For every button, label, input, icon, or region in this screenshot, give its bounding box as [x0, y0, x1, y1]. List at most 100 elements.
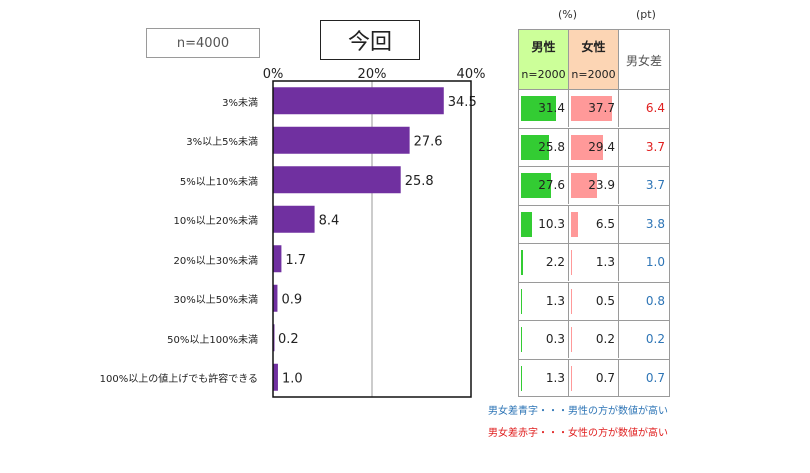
category-label-2: 5%以上10%未満 [179, 176, 258, 188]
sample-size-box: n=4000 [146, 28, 260, 58]
diff-value: 0.2 [645, 332, 665, 346]
plot-frame [272, 80, 472, 398]
note-red: 男女差赤字・・・女性の方が数値が高い [488, 428, 668, 439]
bar-value-label-3: 8.4 [319, 213, 340, 228]
x-tick-label-2: 40% [456, 67, 486, 82]
female-value: 0.7 [595, 370, 615, 385]
male-cell: 1.3 [519, 282, 569, 320]
male-cell: 2.2 [519, 244, 569, 281]
female-cell: 1.3 [569, 244, 619, 281]
male-minibar [521, 173, 552, 198]
male-value: 31.4 [538, 101, 565, 115]
female-minibar [571, 211, 579, 237]
bar-1 [273, 126, 410, 154]
diff-value: 3.7 [645, 178, 665, 192]
bar-7 [273, 363, 278, 391]
female-cell: 23.9 [569, 167, 619, 204]
male-cell: 0.3 [519, 321, 569, 358]
male-minibar [521, 211, 533, 237]
female-minibar [571, 96, 613, 121]
category-label-0: 3%未満 [222, 97, 258, 109]
female-cell: 0.2 [569, 321, 619, 358]
male-cell: 10.3 [519, 205, 569, 243]
category-label-4: 20%以上30%未満 [173, 255, 258, 267]
female-minibar [571, 173, 598, 198]
chart-title: 今回 [320, 20, 420, 60]
diff-value: 3.8 [645, 216, 665, 231]
bar-2 [273, 166, 401, 194]
bar-value-label-2: 25.8 [405, 174, 434, 189]
bar-0 [273, 87, 444, 115]
bar-value-label-6: 0.2 [278, 332, 299, 347]
female-value: 37.7 [588, 101, 615, 115]
male-cell: 25.8 [519, 128, 569, 166]
male-value: 27.6 [538, 178, 565, 192]
bar-value-label-4: 1.7 [285, 253, 306, 268]
table-row: 10.3 6.5 3.8 [519, 204, 669, 244]
table-row: 31.4 37.7 6.4 [519, 89, 669, 128]
female-minibar [571, 134, 604, 160]
female-value: 29.4 [588, 139, 615, 154]
female-value: 23.9 [588, 178, 615, 192]
female-value: 6.5 [595, 216, 615, 231]
gender-comparison-table: 男性 n=2000 女性 n=2000 男女差 31.4 37.7 6.4 25.8 2… [518, 29, 670, 397]
table-row: 1.3 0.7 0.7 [519, 358, 669, 398]
diff-cell: 0.7 [619, 360, 669, 397]
table-row: 1.3 0.5 0.8 [519, 281, 669, 321]
male-header: 男性 n=2000 [519, 30, 569, 90]
male-minibar [521, 288, 523, 314]
male-header-n: n=2000 [521, 68, 566, 81]
male-value: 25.8 [538, 139, 565, 154]
diff-cell: 1.0 [619, 244, 669, 281]
x-tick-label-1: 20% [357, 67, 387, 82]
female-value: 0.5 [595, 293, 615, 308]
diff-cell: 3.7 [619, 129, 669, 166]
male-value: 1.3 [545, 293, 565, 308]
female-header-label: 女性 [581, 40, 606, 54]
female-value: 1.3 [595, 255, 615, 269]
male-header-label: 男性 [531, 40, 556, 54]
category-label-7: 100%以上の値上げでも許容できる [99, 374, 258, 386]
table-row: 0.3 0.2 0.2 [519, 320, 669, 359]
male-cell: 1.3 [519, 359, 569, 397]
male-cell: 31.4 [519, 90, 569, 127]
female-cell: 37.7 [569, 90, 619, 127]
male-minibar [521, 96, 556, 121]
male-value: 0.3 [545, 332, 565, 346]
category-label-3: 10%以上20%未満 [173, 216, 258, 228]
diff-header: 男女差 [619, 30, 669, 90]
diff-value: 1.0 [645, 255, 665, 269]
table-row: 2.2 1.3 1.0 [519, 243, 669, 282]
female-cell: 0.7 [569, 359, 619, 397]
female-header: 女性 n=2000 [569, 30, 619, 90]
bar-4 [273, 245, 282, 273]
table-row: 27.6 23.9 3.7 [519, 166, 669, 205]
diff-cell: 3.7 [619, 167, 669, 204]
female-header-n: n=2000 [571, 68, 616, 81]
male-minibar [521, 250, 524, 275]
diff-header-label: 男女差 [625, 54, 662, 68]
female-cell: 0.5 [569, 282, 619, 320]
female-minibar [571, 250, 573, 275]
unit-percent: (%) [558, 8, 578, 21]
diff-value: 6.4 [645, 101, 665, 115]
x-tick-label-0: 0% [262, 67, 284, 82]
bar-3 [273, 205, 315, 233]
diff-cell: 0.8 [619, 283, 669, 320]
category-label-6: 50%以上100%未満 [167, 334, 258, 346]
male-minibar [521, 365, 523, 391]
bar-5 [273, 284, 278, 312]
diff-value: 0.7 [645, 370, 665, 385]
bar-value-label-0: 34.5 [448, 95, 477, 110]
bar-value-label-7: 1.0 [282, 371, 303, 386]
diff-value: 3.7 [645, 139, 665, 154]
female-cell: 6.5 [569, 205, 619, 243]
male-minibar [521, 134, 550, 160]
male-value: 10.3 [538, 216, 565, 231]
category-label-1: 3%以上5%未満 [186, 137, 258, 149]
male-cell: 27.6 [519, 167, 569, 204]
unit-points: (pt) [636, 8, 656, 21]
table-row: 25.8 29.4 3.7 [519, 127, 669, 167]
diff-value: 0.8 [645, 293, 665, 308]
